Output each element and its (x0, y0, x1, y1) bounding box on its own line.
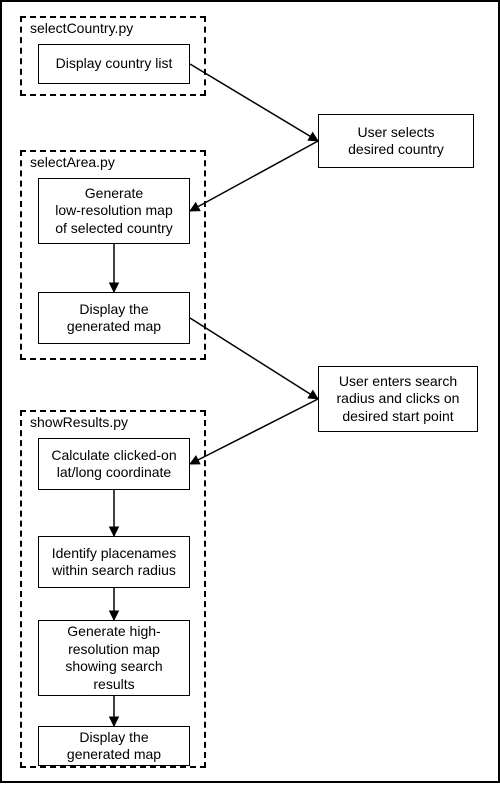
flow-edge (190, 64, 318, 141)
flow-node: Identify placenameswithin search radius (38, 536, 190, 588)
flow-node-label: Calculate clicked-onlat/long coordinate (51, 447, 176, 482)
module-group-label: selectArea.py (30, 154, 115, 170)
flow-node: Generatelow-resolution mapof selected co… (38, 178, 190, 244)
module-group-label: showResults.py (30, 414, 128, 430)
flow-node: Calculate clicked-onlat/long coordinate (38, 438, 190, 490)
flowchart-canvas: selectCountry.py selectArea.py showResults… (0, 0, 500, 783)
flow-node-label: Identify placenameswithin search radius (52, 545, 177, 580)
flow-node-label: Display country list (56, 55, 173, 73)
flow-node-label: User enters searchradius and clicks onde… (337, 373, 460, 426)
flow-node: Display country list (38, 44, 190, 84)
flow-edge (190, 141, 318, 211)
flow-node: Generate high-resolution mapshowing sear… (38, 620, 190, 696)
flow-node: User enters searchradius and clicks onde… (318, 366, 478, 432)
flow-node: Display thegenerated map (38, 726, 190, 766)
flow-edge (190, 318, 318, 399)
flow-node-label: Display thegenerated map (67, 729, 161, 764)
flow-edge (190, 399, 318, 464)
flow-node-label: Generate high-resolution mapshowing sear… (65, 623, 162, 693)
flow-node-label: Display thegenerated map (67, 301, 161, 336)
flow-node-label: Generatelow-resolution mapof selected co… (55, 185, 173, 238)
flow-node: Display thegenerated map (38, 292, 190, 344)
flow-node: User selectsdesired country (318, 114, 474, 168)
module-group-label: selectCountry.py (30, 20, 133, 36)
flow-node-label: User selectsdesired country (348, 124, 444, 159)
